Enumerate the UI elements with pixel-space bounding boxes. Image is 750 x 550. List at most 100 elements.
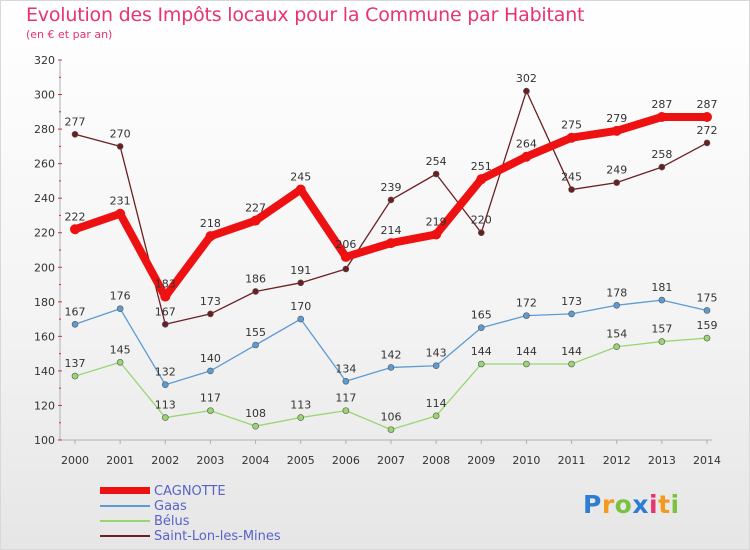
data-label-belus: 106: [381, 411, 402, 424]
data-point-saint-lon-les-mines: [658, 163, 666, 171]
proxiti-logo: Proxiti: [583, 490, 680, 519]
data-point-belus: [658, 338, 666, 345]
data-label-belus: 145: [110, 343, 131, 356]
y-tick-label: 160: [34, 330, 55, 343]
data-label-belus: 144: [561, 345, 582, 358]
data-label-belus: 144: [471, 345, 492, 358]
data-point-saint-lon-les-mines: [161, 320, 169, 328]
data-label-gaas: 172: [516, 297, 537, 310]
data-label-belus: 157: [651, 323, 672, 336]
logo-letter: r: [601, 490, 615, 519]
data-point-gaas: [568, 310, 575, 318]
x-tick-label: 2010: [512, 454, 540, 467]
data-label-saint-lon-les-mines: 167: [155, 305, 176, 318]
data-point-saint-lon-les-mines: [477, 229, 485, 237]
data-point-saint-lon-les-mines: [703, 139, 711, 147]
legend-swatch-saint-lon-les-mines: [100, 535, 150, 537]
legend-label-saint-lon-les-mines: Saint-Lon-les-Mines: [154, 529, 281, 544]
data-label-gaas: 181: [651, 281, 672, 294]
data-label-belus: 154: [606, 328, 627, 341]
x-tick-label: 2014: [693, 454, 721, 467]
data-label-gaas: 140: [200, 352, 221, 365]
data-point-cagnotte: [656, 112, 667, 122]
data-point-saint-lon-les-mines: [116, 143, 124, 150]
data-label-gaas: 132: [155, 366, 176, 379]
data-label-cagnotte: 206: [335, 238, 356, 251]
data-point-cagnotte: [115, 208, 126, 219]
x-tick-label: 2000: [61, 454, 89, 467]
series-cagnotte: 222 231 183 218 227 245 206 214 219 251 264 275 279 2…: [65, 98, 718, 302]
data-point-cagnotte: [205, 231, 216, 242]
y-tick-label: 280: [34, 123, 55, 136]
data-label-gaas: 178: [606, 286, 627, 299]
data-point-gaas: [342, 377, 350, 385]
x-tick-label: 2003: [196, 454, 224, 467]
legend-item-gaas: Gaas: [100, 499, 360, 514]
y-tick-label: 260: [34, 158, 55, 171]
data-point-belus: [568, 360, 575, 368]
data-point-gaas: [658, 296, 666, 304]
data-point-gaas: [432, 362, 440, 370]
data-point-gaas: [477, 324, 485, 332]
data-point-saint-lon-les-mines: [342, 265, 350, 273]
chart-axes: 100 120 140 160 180 200 220 240 260 280 300 320 2000…: [34, 54, 721, 467]
x-tick-label: 2001: [106, 454, 134, 467]
data-point-cagnotte: [386, 238, 396, 249]
y-tick-label: 180: [34, 296, 55, 309]
y-tick-label: 240: [34, 192, 55, 205]
data-label-cagnotte: 279: [606, 112, 627, 125]
data-point-saint-lon-les-mines: [613, 179, 621, 186]
data-label-gaas: 173: [561, 295, 582, 308]
data-point-belus: [703, 334, 711, 342]
data-point-gaas: [116, 305, 124, 313]
legend: CAGNOTTE Gaas Bélus Saint-Lon-les-Mines: [100, 484, 360, 544]
x-tick-label: 2005: [287, 454, 315, 467]
logo-letter: o: [614, 490, 633, 519]
data-label-saint-lon-les-mines: 249: [606, 164, 627, 177]
data-label-cagnotte: 218: [200, 217, 221, 230]
legend-item-cagnotte: CAGNOTTE: [100, 484, 360, 499]
data-label-cagnotte: 183: [155, 278, 176, 291]
data-point-cagnotte: [431, 229, 442, 240]
data-label-belus: 144: [516, 345, 537, 358]
data-label-gaas: 142: [381, 348, 402, 361]
legend-item-belus: Bélus: [100, 514, 360, 529]
data-label-saint-lon-les-mines: 173: [200, 295, 221, 308]
data-label-gaas: 134: [335, 362, 356, 375]
data-point-belus: [207, 407, 214, 414]
data-point-saint-lon-les-mines: [207, 310, 214, 318]
data-point-belus: [161, 414, 169, 421]
x-tick-label: 2009: [467, 454, 495, 467]
data-label-gaas: 167: [65, 305, 86, 318]
y-tick-label: 100: [34, 434, 55, 447]
data-point-cagnotte: [566, 132, 577, 143]
data-label-gaas: 155: [245, 326, 266, 339]
data-point-saint-lon-les-mines: [297, 279, 305, 287]
data-point-belus: [523, 360, 530, 368]
data-label-gaas: 176: [110, 290, 131, 303]
legend-label-cagnotte: CAGNOTTE: [154, 484, 226, 499]
x-tick-label: 2006: [332, 454, 360, 467]
x-tick-label: 2011: [558, 454, 586, 467]
y-tick-label: 320: [34, 54, 55, 67]
data-label-saint-lon-les-mines: 186: [245, 272, 266, 285]
y-tick-label: 120: [34, 399, 55, 412]
data-label-belus: 114: [426, 397, 447, 410]
data-point-saint-lon-les-mines: [387, 196, 395, 204]
data-point-gaas: [252, 341, 259, 349]
data-point-cagnotte: [476, 174, 487, 185]
data-point-gaas: [523, 312, 530, 319]
data-label-cagnotte: 287: [651, 98, 672, 111]
data-point-cagnotte: [521, 151, 532, 162]
data-point-saint-lon-les-mines: [523, 87, 530, 95]
data-label-belus: 137: [65, 357, 86, 370]
data-label-saint-lon-les-mines: 254: [426, 155, 447, 168]
data-point-gaas: [297, 315, 305, 323]
series-layer: 2772701671731861912392542203022452492582…: [65, 72, 718, 433]
legend-swatch-belus: [100, 520, 150, 522]
data-point-saint-lon-les-mines: [71, 130, 79, 138]
x-tick-label: 2002: [151, 454, 179, 467]
logo-letter: t: [658, 490, 671, 519]
